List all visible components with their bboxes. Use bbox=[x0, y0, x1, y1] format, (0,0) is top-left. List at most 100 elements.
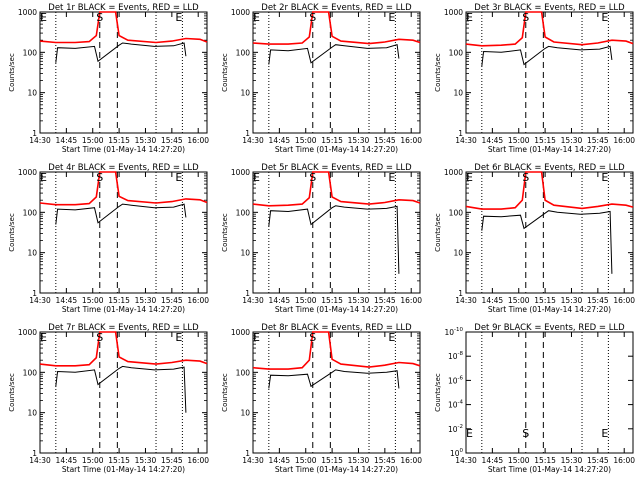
x-tick-label: 15:45 bbox=[374, 296, 396, 305]
plot-frame bbox=[39, 331, 208, 454]
y-tick-label: 1000 bbox=[231, 168, 250, 177]
y-axis-label: Counts/sec bbox=[8, 213, 16, 252]
x-tick-label: 14:45 bbox=[482, 296, 504, 305]
y-axis-label: Counts/sec bbox=[8, 53, 16, 92]
event-marker-label: E bbox=[175, 11, 182, 24]
x-tick-label: 15:00 bbox=[82, 136, 104, 145]
chart-title: Det 3r BLACK = Events, RED = LLD bbox=[474, 3, 625, 13]
x-tick-label: 15:45 bbox=[587, 456, 609, 465]
y-axis-label: Counts/sec bbox=[434, 373, 442, 412]
event-marker-label: E bbox=[466, 427, 473, 440]
x-tick-label: 15:45 bbox=[161, 136, 183, 145]
x-tick-label: 15:45 bbox=[587, 136, 609, 145]
x-tick-label: 14:45 bbox=[269, 456, 291, 465]
y-tick-label: 10-6 bbox=[448, 375, 464, 385]
x-tick-label: 15:45 bbox=[374, 456, 396, 465]
x-tick-label: 16:00 bbox=[187, 136, 209, 145]
x-tick-label: 14:45 bbox=[56, 136, 78, 145]
event-marker-label: E bbox=[601, 171, 608, 184]
y-tick-label: 100 bbox=[236, 368, 251, 377]
x-tick-label: 15:15 bbox=[534, 136, 556, 145]
y-tick-label: 10 bbox=[240, 409, 250, 418]
chart-title: Det 4r BLACK = Events, RED = LLD bbox=[48, 163, 199, 173]
event-marker-label: S bbox=[309, 11, 316, 24]
x-tick-label: 16:00 bbox=[613, 296, 635, 305]
y-tick-label: 1000 bbox=[444, 168, 463, 177]
series-line bbox=[252, 331, 421, 370]
chart-title: Det 8r BLACK = Events, RED = LLD bbox=[261, 323, 412, 333]
series-line bbox=[268, 205, 400, 274]
y-tick-label: 1 bbox=[32, 129, 37, 138]
y-tick-label: 10 bbox=[27, 409, 37, 418]
x-tick-label: 15:15 bbox=[108, 136, 130, 145]
x-axis-label: Start Time (01-May-14 14:27:20) bbox=[488, 465, 611, 474]
event-marker-label: E bbox=[40, 11, 47, 24]
x-tick-label: 15:00 bbox=[508, 136, 530, 145]
y-tick-label: 1000 bbox=[231, 328, 250, 337]
y-tick-label: 100 bbox=[236, 48, 251, 57]
chart-title: Det 6r BLACK = Events, RED = LLD bbox=[474, 163, 625, 173]
x-tick-label: 14:30 bbox=[242, 136, 264, 145]
x-tick-label: 16:00 bbox=[400, 456, 422, 465]
x-tick-label: 15:15 bbox=[108, 296, 130, 305]
y-axis-label: Counts/sec bbox=[434, 53, 442, 92]
event-marker-label: S bbox=[96, 171, 103, 184]
y-tick-label: 1000 bbox=[18, 8, 37, 17]
event-marker-label: E bbox=[466, 11, 473, 24]
series-line bbox=[55, 203, 187, 225]
x-tick-label: 15:00 bbox=[295, 456, 317, 465]
x-axis-label: Start Time (01-May-14 14:27:20) bbox=[62, 465, 185, 474]
chart-panel: Det 3r BLACK = Events, RED = LLD Counts/s… bbox=[434, 3, 635, 154]
chart-panel: Det 2r BLACK = Events, RED = LLD Counts/s… bbox=[221, 3, 422, 154]
x-tick-label: 15:00 bbox=[82, 296, 104, 305]
x-tick-label: 15:30 bbox=[561, 296, 583, 305]
x-tick-label: 15:30 bbox=[135, 296, 157, 305]
x-axis-label: Start Time (01-May-14 14:27:20) bbox=[275, 305, 398, 314]
series-line bbox=[252, 11, 421, 45]
y-tick-label: 1 bbox=[245, 129, 250, 138]
chart-title: Det 2r BLACK = Events, RED = LLD bbox=[261, 3, 412, 13]
chart-panel: Det 1r BLACK = Events, RED = LLD Counts/s… bbox=[8, 3, 209, 154]
y-tick-label: 1000 bbox=[231, 8, 250, 17]
x-tick-label: 15:30 bbox=[348, 136, 370, 145]
x-axis-label: Start Time (01-May-14 14:27:20) bbox=[488, 305, 611, 314]
y-tick-label: 10 bbox=[240, 89, 250, 98]
event-marker-label: E bbox=[388, 331, 395, 344]
y-tick-label: 100 bbox=[23, 368, 38, 377]
event-marker-label: E bbox=[601, 427, 608, 440]
series-line bbox=[55, 365, 187, 413]
y-tick-label: 10-10 bbox=[444, 327, 463, 337]
x-axis-label: Start Time (01-May-14 14:27:20) bbox=[62, 305, 185, 314]
x-tick-label: 16:00 bbox=[187, 456, 209, 465]
x-tick-label: 14:30 bbox=[242, 296, 264, 305]
series-line bbox=[39, 331, 208, 367]
x-tick-label: 14:30 bbox=[29, 456, 51, 465]
y-tick-label: 100 bbox=[23, 48, 38, 57]
y-axis-label: Counts/sec bbox=[434, 213, 442, 252]
event-marker-label: E bbox=[388, 171, 395, 184]
x-tick-label: 15:15 bbox=[321, 136, 343, 145]
chart-title: Det 1r BLACK = Events, RED = LLD bbox=[48, 3, 199, 13]
x-tick-label: 14:45 bbox=[56, 296, 78, 305]
x-tick-label: 15:15 bbox=[534, 456, 556, 465]
series-line bbox=[39, 171, 208, 206]
y-tick-label: 10 bbox=[27, 89, 37, 98]
y-tick-label: 1 bbox=[245, 289, 250, 298]
series-line bbox=[465, 171, 634, 210]
x-tick-label: 15:30 bbox=[348, 456, 370, 465]
y-tick-label: 1000 bbox=[18, 328, 37, 337]
x-tick-label: 14:30 bbox=[242, 456, 264, 465]
series-line bbox=[481, 210, 613, 274]
series-line bbox=[268, 369, 400, 389]
y-tick-label: 100 bbox=[236, 208, 251, 217]
y-axis-label: Counts/sec bbox=[221, 373, 229, 412]
plot-frame bbox=[465, 11, 634, 134]
y-tick-label: 10 bbox=[453, 89, 463, 98]
series-line bbox=[481, 45, 613, 67]
x-tick-label: 15:45 bbox=[161, 456, 183, 465]
event-marker-label: S bbox=[96, 11, 103, 24]
plot-frame bbox=[465, 331, 634, 454]
chart-panel: Det 6r BLACK = Events, RED = LLD Counts/s… bbox=[434, 163, 635, 314]
y-tick-label: 10-2 bbox=[448, 424, 463, 434]
